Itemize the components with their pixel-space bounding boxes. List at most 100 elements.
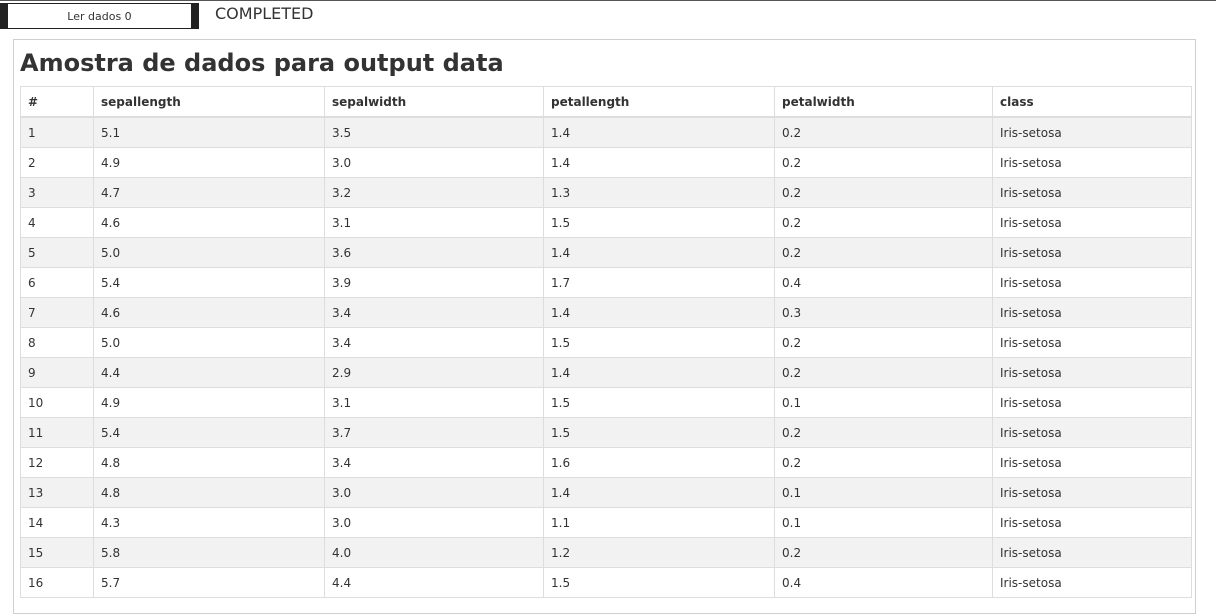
- cell-sepallength: 5.1: [93, 116, 325, 148]
- cell-index: 10: [20, 387, 94, 418]
- cell-index: 8: [20, 327, 94, 358]
- cell-petallength: 1.5: [543, 417, 775, 448]
- cell-class: Iris-setosa: [992, 237, 1192, 268]
- data-sample-panel: Amostra de dados para output data # sepa…: [13, 39, 1196, 614]
- cell-class: Iris-setosa: [992, 537, 1192, 568]
- cell-sepalwidth: 3.9: [324, 267, 544, 298]
- cell-sepalwidth: 2.9: [324, 357, 544, 388]
- cell-class: Iris-setosa: [992, 357, 1192, 388]
- cell-petallength: 1.5: [543, 327, 775, 358]
- cell-class: Iris-setosa: [992, 507, 1192, 538]
- cell-sepalwidth: 3.1: [324, 207, 544, 238]
- cell-petalwidth: 0.2: [774, 447, 993, 478]
- cell-petalwidth: 0.4: [774, 267, 993, 298]
- table-row: 16 5.7 4.4 1.5 0.4 Iris-setosa: [20, 567, 1192, 598]
- cell-index: 12: [20, 447, 94, 478]
- cell-petalwidth: 0.2: [774, 237, 993, 268]
- cell-sepallength: 5.4: [93, 417, 325, 448]
- table-row: 4 4.6 3.1 1.5 0.2 Iris-setosa: [20, 207, 1192, 238]
- table-row: 2 4.9 3.0 1.4 0.2 Iris-setosa: [20, 147, 1192, 178]
- cell-index: 16: [20, 567, 94, 598]
- column-header-index: #: [20, 86, 94, 118]
- cell-petallength: 1.1: [543, 507, 775, 538]
- table-row: 3 4.7 3.2 1.3 0.2 Iris-setosa: [20, 177, 1192, 208]
- cell-petallength: 1.4: [543, 477, 775, 508]
- cell-sepalwidth: 3.4: [324, 297, 544, 328]
- cell-sepallength: 4.8: [93, 477, 325, 508]
- table-row: 6 5.4 3.9 1.7 0.4 Iris-setosa: [20, 267, 1192, 298]
- cell-petallength: 1.7: [543, 267, 775, 298]
- column-header-sepalwidth: sepalwidth: [324, 86, 544, 118]
- cell-sepallength: 4.9: [93, 147, 325, 178]
- cell-class: Iris-setosa: [992, 387, 1192, 418]
- cell-petallength: 1.3: [543, 177, 775, 208]
- cell-sepallength: 4.8: [93, 447, 325, 478]
- cell-petallength: 1.2: [543, 537, 775, 568]
- table-row: 10 4.9 3.1 1.5 0.1 Iris-setosa: [20, 387, 1192, 418]
- cell-index: 3: [20, 177, 94, 208]
- cell-sepallength: 5.4: [93, 267, 325, 298]
- cell-sepalwidth: 3.1: [324, 387, 544, 418]
- cell-sepallength: 4.6: [93, 207, 325, 238]
- table-row: 8 5.0 3.4 1.5 0.2 Iris-setosa: [20, 327, 1192, 358]
- cell-sepallength: 4.3: [93, 507, 325, 538]
- cell-petalwidth: 0.2: [774, 357, 993, 388]
- cell-sepallength: 4.7: [93, 177, 325, 208]
- column-header-petalwidth: petalwidth: [774, 86, 993, 118]
- table-body: 1 5.1 3.5 1.4 0.2 Iris-setosa 2 4.9 3.0 1.4 0.2 Iri…: [20, 116, 1192, 598]
- cell-class: Iris-setosa: [992, 297, 1192, 328]
- cell-class: Iris-setosa: [992, 417, 1192, 448]
- cell-class: Iris-setosa: [992, 177, 1192, 208]
- cell-sepalwidth: 4.0: [324, 537, 544, 568]
- cell-class: Iris-setosa: [992, 447, 1192, 478]
- cell-petalwidth: 0.2: [774, 147, 993, 178]
- cell-petallength: 1.6: [543, 447, 775, 478]
- cell-petalwidth: 0.1: [774, 507, 993, 538]
- cell-class: Iris-setosa: [992, 147, 1192, 178]
- column-header-class: class: [992, 86, 1192, 118]
- cell-sepalwidth: 3.4: [324, 447, 544, 478]
- cell-sepallength: 4.9: [93, 387, 325, 418]
- cell-sepallength: 5.0: [93, 327, 325, 358]
- cell-petalwidth: 0.2: [774, 116, 993, 148]
- toolbar: Ler dados 0 COMPLETED: [0, 1, 1216, 29]
- cell-sepalwidth: 3.4: [324, 327, 544, 358]
- cell-index: 1: [20, 116, 94, 148]
- table-header-row: # sepallength sepalwidth petallength pet…: [20, 86, 1192, 118]
- cell-petalwidth: 0.1: [774, 387, 993, 418]
- cell-index: 7: [20, 297, 94, 328]
- table-row: 1 5.1 3.5 1.4 0.2 Iris-setosa: [20, 116, 1192, 148]
- cell-petalwidth: 0.1: [774, 477, 993, 508]
- cell-petallength: 1.5: [543, 567, 775, 598]
- table-row: 13 4.8 3.0 1.4 0.1 Iris-setosa: [20, 477, 1192, 508]
- cell-index: 9: [20, 357, 94, 388]
- cell-sepalwidth: 3.0: [324, 507, 544, 538]
- read-data-button[interactable]: Ler dados 0: [0, 3, 199, 29]
- table-row: 9 4.4 2.9 1.4 0.2 Iris-setosa: [20, 357, 1192, 388]
- cell-sepalwidth: 3.5: [324, 116, 544, 148]
- cell-sepallength: 5.8: [93, 537, 325, 568]
- cell-index: 13: [20, 477, 94, 508]
- table-row: 7 4.6 3.4 1.4 0.3 Iris-setosa: [20, 297, 1192, 328]
- cell-petallength: 1.5: [543, 207, 775, 238]
- cell-index: 11: [20, 417, 94, 448]
- cell-index: 15: [20, 537, 94, 568]
- cell-class: Iris-setosa: [992, 567, 1192, 598]
- cell-petalwidth: 0.2: [774, 207, 993, 238]
- table-row: 11 5.4 3.7 1.5 0.2 Iris-setosa: [20, 417, 1192, 448]
- table-row: 14 4.3 3.0 1.1 0.1 Iris-setosa: [20, 507, 1192, 538]
- cell-class: Iris-setosa: [992, 267, 1192, 298]
- cell-sepalwidth: 3.7: [324, 417, 544, 448]
- status-text: COMPLETED: [215, 4, 314, 23]
- cell-petallength: 1.4: [543, 357, 775, 388]
- cell-sepalwidth: 3.0: [324, 477, 544, 508]
- cell-petallength: 1.4: [543, 147, 775, 178]
- cell-sepalwidth: 3.2: [324, 177, 544, 208]
- cell-index: 2: [20, 147, 94, 178]
- cell-class: Iris-setosa: [992, 116, 1192, 148]
- cell-petalwidth: 0.2: [774, 537, 993, 568]
- cell-sepallength: 4.4: [93, 357, 325, 388]
- top-border-line: [0, 0, 1216, 1]
- cell-class: Iris-setosa: [992, 207, 1192, 238]
- cell-class: Iris-setosa: [992, 327, 1192, 358]
